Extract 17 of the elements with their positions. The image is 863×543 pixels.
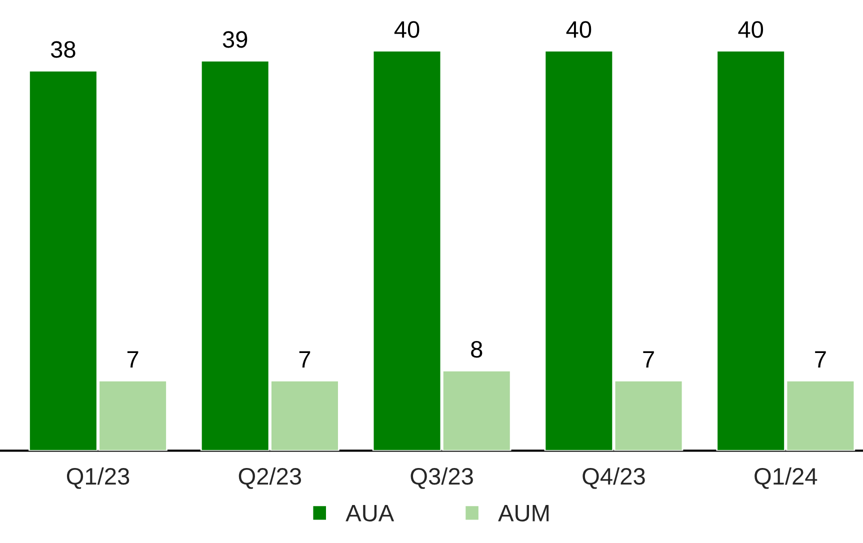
data-label: 7 <box>299 351 310 368</box>
data-label: 7 <box>127 351 138 368</box>
legend-label: AUM <box>498 505 549 522</box>
x-tick-label: Q1/24 <box>754 467 818 489</box>
data-label: 8 <box>471 341 482 358</box>
data-label: 40 <box>738 21 764 38</box>
data-label: 7 <box>643 351 654 368</box>
data-label: 40 <box>566 21 592 38</box>
x-tick-label: Q2/23 <box>238 467 302 489</box>
x-tick-label: Q3/23 <box>410 467 473 489</box>
legend-label: AUA <box>346 505 394 522</box>
data-label: 39 <box>222 31 248 48</box>
x-tick-label: Q4/23 <box>582 467 645 489</box>
data-label: 38 <box>50 41 76 58</box>
data-label: 7 <box>815 351 826 368</box>
x-tick-label: Q1/23 <box>66 467 130 489</box>
data-label: 40 <box>394 21 420 38</box>
